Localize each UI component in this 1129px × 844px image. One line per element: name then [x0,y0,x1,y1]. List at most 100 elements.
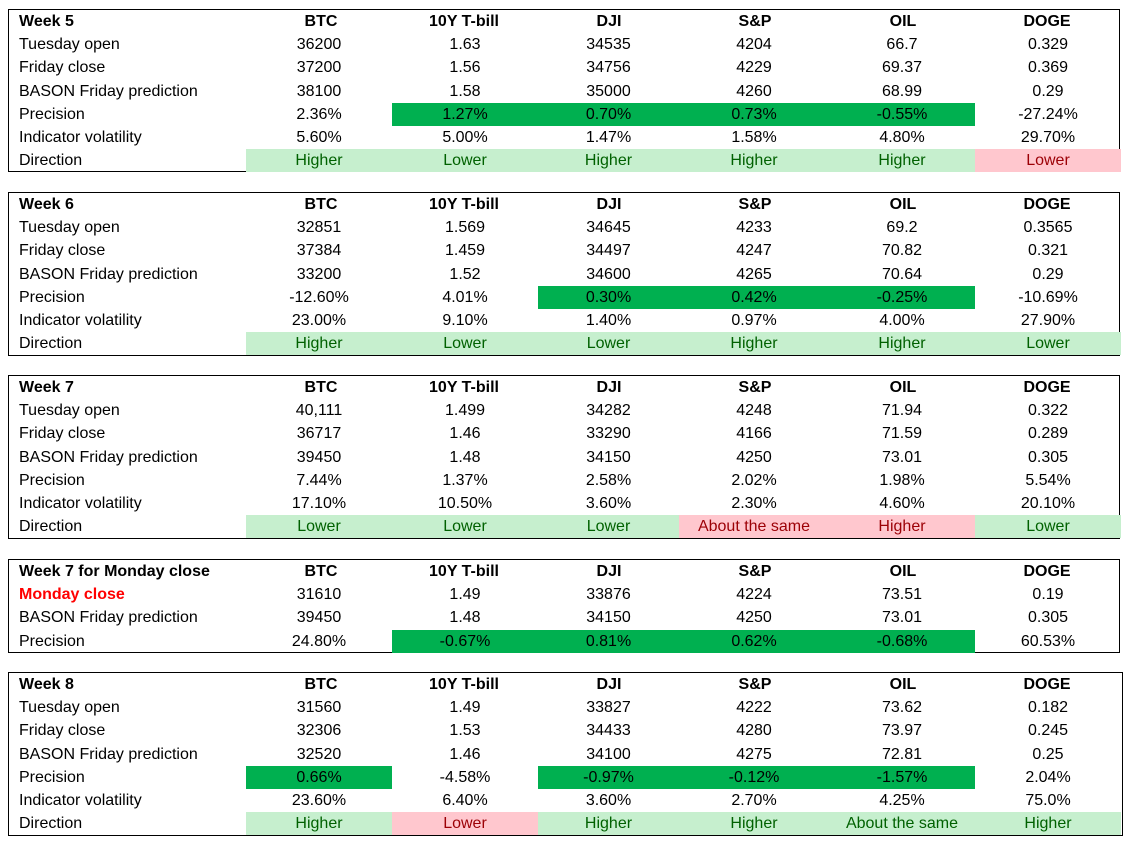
cell-btc: -12.60% [289,288,349,306]
column-header-btc: BTC [304,13,338,30]
cell-s-p: Higher [679,332,829,356]
table-week-7-for-monday-close: Week 7 for Monday close BTC 10Y T-bill DJI S… [8,559,1120,653]
cell-oil: Higher [829,332,975,356]
cell-dji: 34433 [586,722,631,740]
cell-doge: 60.53% [1020,632,1076,650]
cell-btc: 23.00% [291,312,347,329]
row-label: Monday close [19,586,125,604]
column-header-s-p: S&P [738,563,772,580]
cell-10y-t-bill: 1.53 [449,722,481,740]
cell-s-p: 4233 [736,219,772,237]
cell-btc: 7.44% [296,471,342,489]
cell-dji: 3.60% [585,792,632,809]
column-header-s-p: S&P [738,379,772,396]
cell-10y-t-bill: Lower [392,515,538,539]
table-row: Direction Higher Lower Higher Higher About th… [9,812,1122,836]
cell-dji: 34600 [586,265,631,283]
cell-s-p: 4280 [736,722,772,740]
cell-btc: 2.36% [296,105,342,123]
cell-oil: 73.01 [881,448,923,466]
cell-oil: 4.00% [879,312,925,329]
row-label: Indicator volatility [19,129,142,146]
cell-oil: 4.80% [879,129,925,146]
row-label: Tuesday open [19,219,120,237]
cell-dji: 34497 [586,242,631,260]
table-title: Week 6 [19,196,74,213]
table-row: Friday close 37384 1.459 34497 4247 70.82 0.32… [9,239,1119,262]
cell-dji: 34756 [586,59,631,77]
column-header-s-p: S&P [738,196,772,213]
table-row: Precision 24.80% -0.67% 0.81% 0.62% -0.68% 60.… [9,629,1119,653]
table-row: Direction Higher Lower Higher Higher Higher Lo… [9,149,1121,173]
cell-doge: 75.0% [1025,792,1071,809]
cell-10y-t-bill: Lower [392,149,538,173]
cell-10y-t-bill: 1.499 [444,402,486,420]
cell-btc: 39450 [296,609,342,627]
cell-btc: 23.60% [291,792,347,809]
column-header-oil: OIL [889,676,917,693]
table-week-6: Week 6 BTC 10Y T-bill DJI S&P OIL DOGE Tuesday … [8,192,1121,356]
cell-btc: 38100 [296,82,342,100]
cell-10y-t-bill: 1.48 [449,609,481,627]
cell-doge: Lower [975,332,1121,356]
cell-dji: 2.58% [585,471,632,489]
cell-s-p: About the same [679,515,829,539]
cell-dji: 34100 [586,745,631,763]
cell-doge: 20.10% [1020,495,1076,512]
cell-btc: 36717 [296,425,342,443]
column-header-oil: OIL [889,13,917,30]
cell-oil: 72.81 [881,745,923,763]
column-header-dji: DJI [596,676,622,693]
row-label: Precision [19,471,85,489]
cell-10y-t-bill: 1.49 [449,699,481,717]
cell-s-p: 0.73% [679,102,829,126]
cell-doge: 0.29 [1032,82,1064,100]
cell-dji: Lower [538,332,679,356]
cell-doge: -27.24% [1018,105,1078,123]
cell-s-p: 4204 [736,36,772,54]
table-header-row: Week 7 BTC 10Y T-bill DJI S&P OIL DOGE [9,376,1119,399]
column-header-btc: BTC [304,563,338,580]
table-row: Monday close 31610 1.49 33876 4224 73.51 0.19 [9,583,1119,606]
cell-s-p: Higher [679,149,829,173]
cell-oil: Higher [829,515,975,539]
table-row: Tuesday open 32851 1.569 34645 4233 69.2 0.356… [9,216,1119,239]
cell-dji: 34645 [586,219,631,237]
cell-10y-t-bill: -4.58% [439,768,491,786]
cell-10y-t-bill: 1.27% [392,102,538,126]
cell-s-p: -0.12% [679,765,829,789]
cell-doge: 0.322 [1027,402,1069,420]
row-label: Tuesday open [19,36,120,54]
cell-oil: 68.99 [881,82,923,100]
column-header-oil: OIL [889,563,917,580]
cell-dji: 35000 [586,82,631,100]
cell-s-p: 4222 [736,699,772,717]
cell-s-p: 0.42% [679,285,829,309]
column-header-oil: OIL [889,196,917,213]
table-row: Direction Lower Lower Lower About the same Hi… [9,515,1121,539]
row-label: Indicator volatility [19,312,142,329]
cell-s-p: 4260 [736,82,772,100]
cell-oil: 70.82 [881,242,923,260]
cell-btc: 17.10% [291,495,347,512]
cell-oil: 73.51 [881,586,923,604]
row-label: Friday close [19,425,106,443]
cell-doge: 0.369 [1027,59,1069,77]
column-header-10y-t-bill: 10Y T-bill [429,13,499,30]
table-row: Friday close 36717 1.46 33290 4166 71.59 0.289 [9,422,1119,445]
cell-doge: 27.90% [1020,312,1076,329]
table-row: Tuesday open 40,111 1.499 34282 4248 71.94 0.3… [9,399,1119,422]
cell-dji: 0.70% [538,102,679,126]
cell-btc: Higher [246,149,392,173]
cell-doge: 0.19 [1032,586,1064,604]
row-label: Friday close [19,722,106,740]
column-header-s-p: S&P [738,13,772,30]
table-title: Week 7 for Monday close [19,563,210,580]
table-week-7: Week 7 BTC 10Y T-bill DJI S&P OIL DOGE Tuesday … [8,375,1121,539]
row-label: Precision [19,105,85,123]
cell-dji: 33827 [586,699,631,717]
cell-s-p: 2.70% [731,792,777,809]
cell-oil: 1.98% [879,471,925,489]
column-header-doge: DOGE [1023,379,1071,396]
cell-btc: 32851 [296,219,342,237]
